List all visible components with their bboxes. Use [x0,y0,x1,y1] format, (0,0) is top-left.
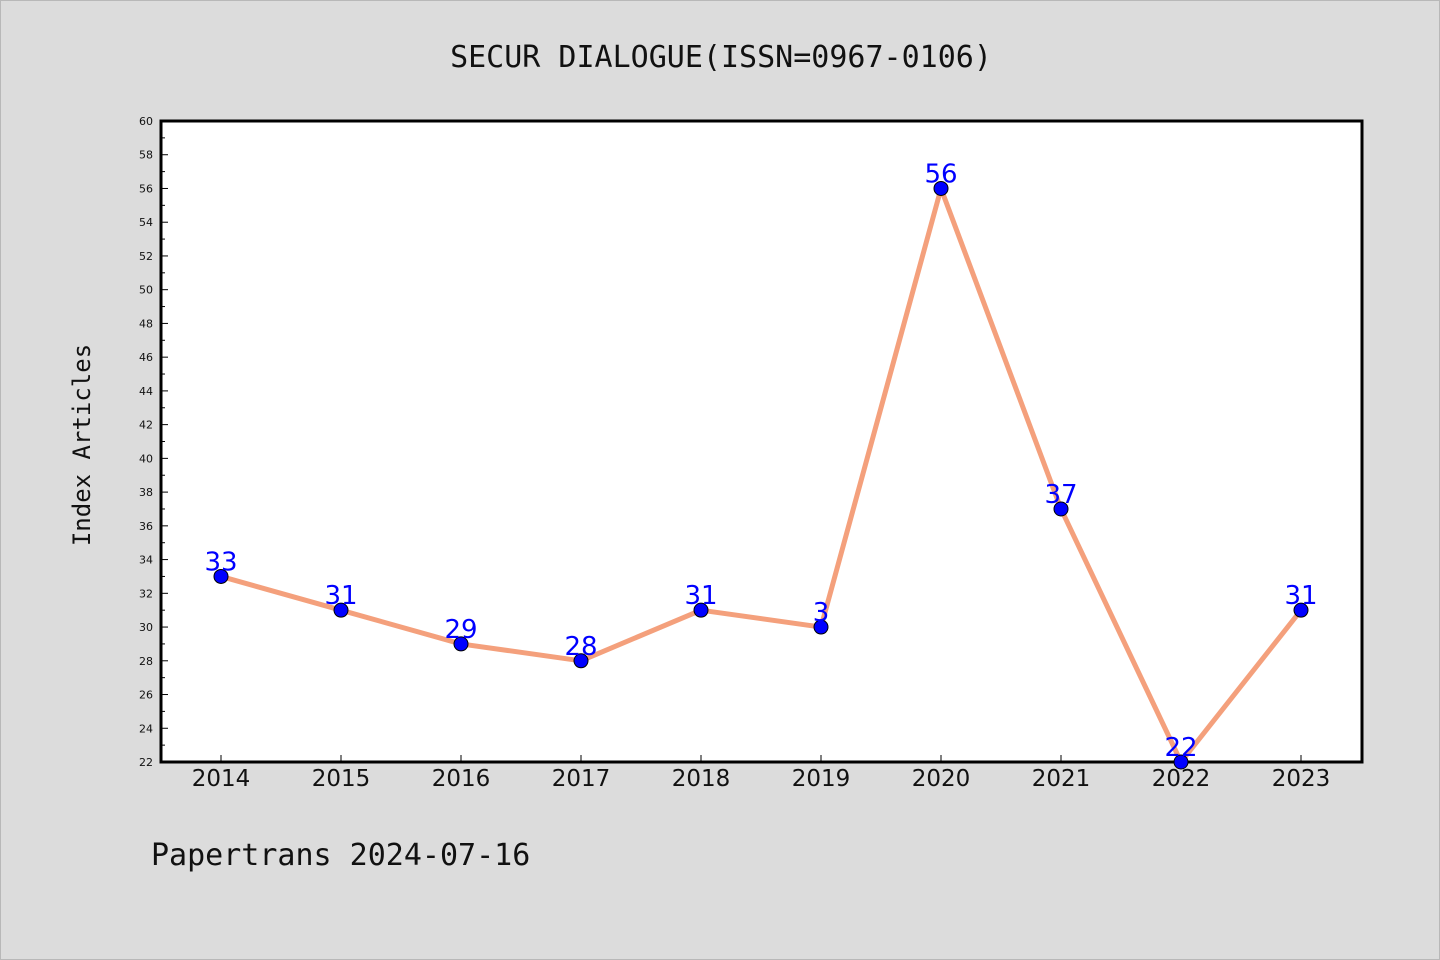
data-point [213,568,229,584]
x-tick-label: 2020 [912,766,971,792]
data-label: 22 [1164,733,1197,763]
x-tick-label: 2015 [312,766,371,792]
y-tick-label: 28 [139,655,153,668]
plot-area [159,119,1364,764]
y-tick-label: 26 [139,689,153,702]
data-label: 31 [1284,581,1317,611]
y-tick-label: 50 [139,284,153,297]
y-axis-title: Index Articles [68,344,96,546]
x-tick-label: 2023 [1272,766,1331,792]
x-tick-label: 2014 [192,766,251,792]
data-point [573,653,589,669]
y-tick-label: 34 [139,554,153,567]
data-point [933,180,949,196]
series-polyline [218,185,1304,765]
y-tick-label: 56 [139,182,153,195]
x-tick-label: 2019 [792,766,851,792]
data-point [453,636,469,652]
data-point [1173,754,1189,770]
data-point [333,602,349,618]
data-label: 33 [204,547,237,577]
y-tick-label: 36 [139,520,153,533]
x-tick-label: 2017 [552,766,611,792]
data-point [1053,501,1069,517]
y-tick-label: 30 [139,621,153,634]
y-tick-label: 44 [139,385,153,398]
series-line [218,185,1304,765]
y-tick-label: 38 [139,486,153,499]
data-label: 3 [813,598,830,628]
data-markers [213,180,1309,770]
data-labels: 33 31 29 28 31 3 56 37 22 31 [204,159,1317,763]
data-point [693,602,709,618]
x-axis: 2014 2015 2016 2017 2018 2019 2020 2021 2022 2023 [192,755,1331,792]
chart-title: SECUR DIALOGUE(ISSN=0967-0106) [450,40,992,75]
x-tick-label: 2018 [672,766,731,792]
y-tick-label: 24 [139,722,153,735]
y-tick-label: 54 [139,216,153,229]
y-tick-label: 52 [139,250,153,263]
data-label: 31 [324,581,357,611]
data-label: 37 [1044,480,1077,510]
y-tick-label: 40 [139,452,153,465]
data-label: 31 [684,581,717,611]
x-tick-label: 2022 [1152,766,1211,792]
x-tick-label: 2021 [1032,766,1091,792]
x-tick-label: 2016 [432,766,491,792]
y-tick-label: 60 [139,115,153,128]
y-tick-label: 42 [139,419,153,432]
data-point [1293,602,1309,618]
data-label: 28 [564,632,597,662]
y-tick-label: 58 [139,149,153,162]
y-axis: 22 24 26 28 30 32 34 36 38 40 42 44 46 48 50 52 54 56 58 60 [139,115,168,769]
data-label: 56 [924,159,957,189]
y-tick-label: 22 [139,756,153,769]
data-label: 29 [444,615,477,645]
footer-credit: Papertrans 2024-07-16 [151,838,530,873]
y-tick-label: 46 [139,351,153,364]
y-tick-label: 48 [139,317,153,330]
y-tick-label: 32 [139,587,153,600]
data-point [813,619,829,635]
